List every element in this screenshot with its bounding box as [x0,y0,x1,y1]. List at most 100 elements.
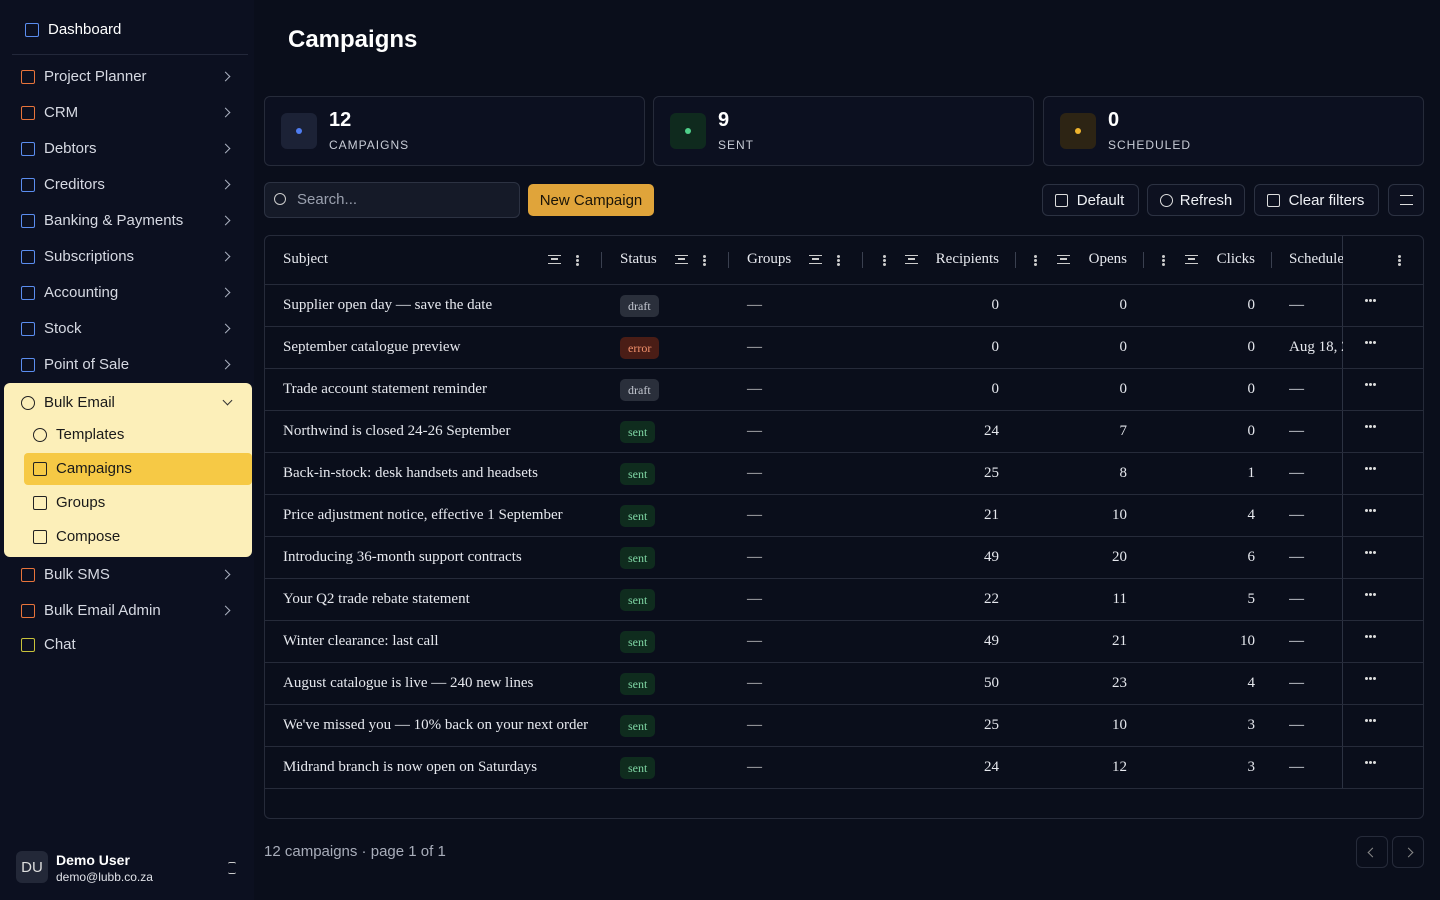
row-menu[interactable] [1365,761,1368,764]
row-divider [265,704,1423,705]
row-divider [265,368,1423,369]
nav-item[interactable]: Creditors [44,176,105,193]
column-menu[interactable] [703,259,706,262]
nav-item[interactable]: Banking & Payments [44,212,184,229]
row-menu[interactable] [1365,677,1368,680]
row-menu[interactable] [1365,635,1368,638]
pager-button[interactable] [1356,836,1388,868]
icon [21,178,35,192]
column-menu[interactable] [1034,259,1037,262]
nav-subitem[interactable]: Compose [56,528,121,545]
refresh-button[interactable]: Refresh [1147,184,1245,216]
cell-scheduled: — [1289,675,1304,691]
row-menu[interactable] [1365,383,1368,386]
column-separator [1271,252,1272,268]
settings-button[interactable] [1388,184,1424,216]
nav-item[interactable]: Bulk Email [44,394,115,411]
new-button[interactable]: New Campaign [528,184,654,216]
cell-number: 0 [1119,297,1128,313]
status-badge: sent [620,757,656,779]
cell-number: 3 [1247,717,1256,733]
cell-subject: Supplier open day — save the date [283,297,493,313]
cell-subject: Winter clearance: last call [283,633,439,649]
filter-bar [678,258,685,260]
icon [21,142,35,156]
column-header: Scheduled [1289,251,1343,267]
row-menu[interactable] [1365,299,1368,302]
cell-number: 10 [1240,633,1255,649]
filter-icon[interactable] [809,255,822,264]
cell-subject: We've missed you — 10% back on your next… [283,717,589,733]
stat-dot [685,128,691,134]
row-menu[interactable] [1365,467,1368,470]
cell-scheduled: — [1289,423,1304,439]
footer-summary: 12 campaigns · page 1 of 1 [264,843,446,860]
column-menu[interactable] [1398,259,1401,262]
icon [33,496,47,510]
nav-item[interactable]: Subscriptions [44,248,135,265]
nav-item[interactable]: Dashboard [48,21,122,38]
row-divider [265,536,1423,537]
pager-button[interactable] [1392,836,1424,868]
row-menu[interactable] [1365,425,1368,428]
icon [21,568,35,582]
nav-item[interactable]: CRM [44,104,79,121]
filter-icon[interactable] [1057,255,1070,264]
cell-scheduled: — [1289,759,1304,775]
stat-value: 12 [329,109,352,131]
row-menu[interactable] [1365,719,1368,722]
filter-bar [812,258,819,260]
column-header: Groups [747,251,792,267]
nav-item[interactable]: Stock [44,320,82,337]
search-box[interactable] [264,182,520,218]
nav-item[interactable]: Debtors [44,140,97,157]
stat-card [1043,96,1424,166]
search-placeholder: Search... [297,191,358,208]
cell-number: 4 [1247,675,1256,691]
filter-icon[interactable] [905,255,918,264]
filter-icon[interactable] [675,255,688,264]
cell-number: 20 [1112,549,1127,565]
table: Subject Status Groups Recipients Opens Clicks… [264,235,1424,819]
cell-number: 0 [1247,339,1256,355]
row-divider [265,662,1423,663]
nav-item[interactable]: Bulk SMS [44,566,110,583]
cell-scheduled: — [1289,591,1304,607]
view-button[interactable]: Default [1042,184,1139,216]
icon [1160,194,1173,207]
nav-item[interactable]: Point of Sale [44,356,130,373]
nav-item[interactable]: Bulk Email Admin [44,602,161,619]
column-header: Clicks [1216,251,1255,267]
row-menu[interactable] [1365,341,1368,344]
column-menu[interactable] [837,259,840,262]
row-menu[interactable] [1365,593,1368,596]
column-separator [1015,252,1016,268]
nav-item[interactable]: Chat [44,636,76,653]
nav-subitem[interactable]: Templates [56,426,125,443]
cell-groups: — [747,423,762,439]
filter-icon[interactable] [1185,255,1198,264]
cell-number: 6 [1247,549,1256,565]
row-menu[interactable] [1365,551,1368,554]
cell-groups: — [747,465,762,481]
nav-item[interactable]: Project Planner [44,68,147,85]
icon [33,530,47,544]
row-menu[interactable] [1365,509,1368,512]
icon [21,106,35,120]
column-menu[interactable] [576,259,579,262]
cell-number: 11 [1112,591,1127,607]
stat-dot [296,128,302,134]
column-menu[interactable] [1162,259,1165,262]
nav-item[interactable]: Accounting [44,284,119,301]
cell-subject: Midrand branch is now open on Saturdays [283,759,538,775]
cell-number: 49 [984,549,999,565]
cell-number: 0 [1247,423,1256,439]
filter-icon[interactable] [548,255,561,264]
cell-number: 50 [984,675,999,691]
user-menu[interactable] [228,862,236,874]
icon [21,358,35,372]
nav-subitem[interactable]: Groups [56,494,106,511]
clear-button[interactable]: Clear filters [1254,184,1379,216]
nav-subitem[interactable]: Campaigns [56,460,132,477]
column-menu[interactable] [883,259,886,262]
